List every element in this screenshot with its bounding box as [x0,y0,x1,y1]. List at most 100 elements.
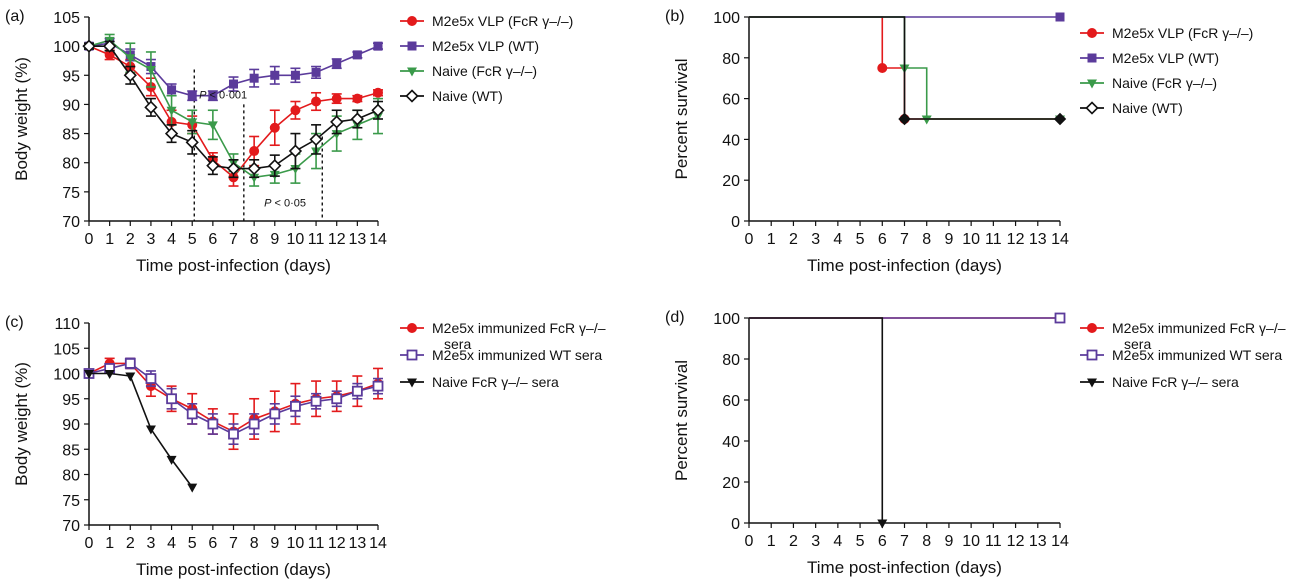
x-tick-label: 14 [1051,231,1069,248]
data-point [186,408,198,420]
y-tick-label: 70 [62,214,80,231]
x-tick-label: 7 [229,231,238,248]
data-point [104,370,115,379]
legend-label: Naive (FcR γ–/–) [432,63,537,79]
data-point [290,70,300,80]
y-tick-label: 60 [722,92,740,109]
legend-marker [1085,101,1099,115]
data-point [310,395,322,407]
data-point [311,96,322,107]
legend-marker [1087,323,1097,333]
x-tick-label: 7 [229,535,238,552]
y-tick-label: 85 [62,127,80,144]
legend-label: M2e5x immunized FcR γ–/– [432,320,606,336]
data-point [82,39,96,53]
data-point [270,70,280,80]
data-point [125,372,136,382]
legend-label: M2e5x immunized FcR γ–/– [1112,320,1286,336]
data-point [207,121,218,131]
y-tick-label: 70 [62,518,80,535]
data-point [1055,12,1065,22]
legend-label: Naive (WT) [432,88,503,104]
legend-label: M2e5x VLP (WT) [432,38,539,54]
data-point [145,425,156,435]
chart-panel: 0 1 2 3 4 5 6 7 8 9 10 11 12 13 14707580859095100105Ti… [5,8,387,275]
x-tick-label: 1 [105,231,114,248]
data-point [206,158,220,173]
data-point [145,65,156,75]
p-value-annotation: P < 0·001 [199,90,247,102]
x-tick-label: 10 [962,231,980,248]
x-tick-label: 2 [789,533,798,550]
y-tick-label: 90 [62,417,80,434]
data-point [290,105,301,116]
x-tick-label: 11 [308,535,325,552]
legend-marker [1087,79,1097,89]
legend: M2e5x VLP (FcR γ–/–) M2e5x VLP (WT) Naive … [400,13,573,104]
data-point [229,79,238,89]
y-tick-label: 105 [53,341,80,358]
data-point [331,130,342,140]
data-point [208,91,218,101]
x-tick-label: 4 [833,231,842,248]
x-tick-label: 14 [1051,533,1069,550]
data-point [164,126,179,141]
x-tick-label: 9 [270,231,279,248]
y-tick-label: 90 [62,97,80,114]
x-tick-label: 5 [856,231,865,248]
data-point [352,50,362,60]
legend-label: M2e5x VLP (FcR γ–/–) [432,13,573,29]
panel-letter: (b) [665,8,685,25]
data-point [145,373,157,384]
x-tick-label: 11 [985,533,1002,550]
y-tick-label: 100 [53,39,80,56]
x-tick-label: 12 [1007,231,1025,248]
data-point [877,63,888,73]
data-point [166,455,177,465]
y-tick-label: 0 [731,516,740,533]
x-tick-label: 3 [146,535,155,552]
x-axis-label: Time post-infection (days) [136,560,331,579]
y-tick-label: 80 [62,468,80,485]
series [82,39,385,179]
data-point [898,112,911,126]
y-tick-label: 105 [53,10,80,27]
legend-label: M2e5x immunized WT sera [432,347,602,363]
x-tick-label: 11 [985,231,1002,248]
data-point [352,93,363,104]
series-line [749,16,1060,120]
y-tick-label: 95 [62,68,80,85]
data-point [249,146,260,157]
series-line [749,317,884,523]
x-axis-label: Time post-infection (days) [807,256,1002,275]
x-tick-label: 10 [287,535,305,552]
x-tick-label: 14 [369,231,387,248]
legend-marker [407,67,417,77]
legend-marker [1087,378,1097,388]
data-point [373,87,383,98]
data-point [185,135,199,149]
x-tick-label: 5 [856,533,865,550]
x-tick-label: 5 [188,535,197,552]
data-point [309,132,323,147]
x-tick-label: 13 [1029,533,1047,550]
data-point [288,144,303,158]
x-tick-label: 14 [369,535,387,552]
legend-label: Naive (FcR γ–/–) [1112,75,1217,91]
legend-marker [407,16,417,26]
data-point [249,73,259,83]
data-point [290,165,301,175]
x-tick-label: 8 [250,535,259,552]
data-point [144,100,158,114]
panel-letter: (a) [5,8,25,25]
x-tick-label: 0 [745,231,754,248]
data-point [187,91,197,101]
x-axis-label: Time post-infection (days) [136,256,331,275]
x-tick-label: 10 [287,231,305,248]
x-tick-label: 2 [126,535,135,552]
series [749,16,1065,125]
data-point [311,67,321,77]
